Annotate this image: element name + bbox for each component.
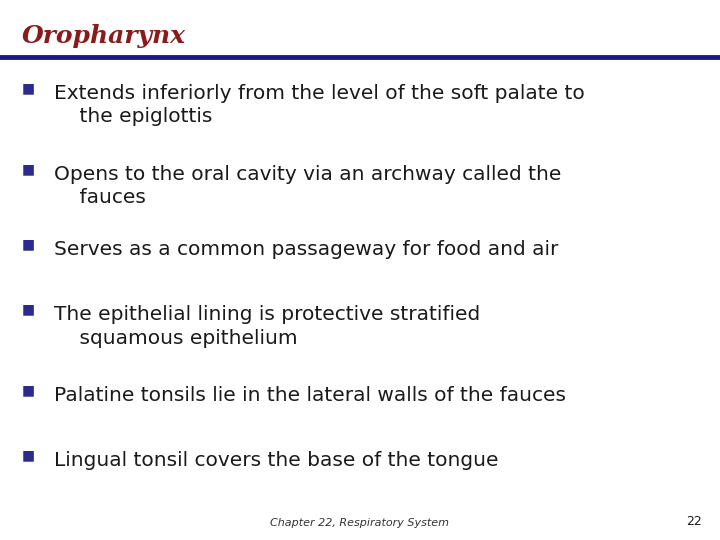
Text: Extends inferiorly from the level of the soft palate to
    the epiglottis: Extends inferiorly from the level of the… (54, 84, 585, 126)
Text: Lingual tonsil covers the base of the tongue: Lingual tonsil covers the base of the to… (54, 451, 498, 470)
Text: Opens to the oral cavity via an archway called the
    fauces: Opens to the oral cavity via an archway … (54, 165, 562, 207)
Text: 22: 22 (686, 515, 702, 528)
Text: ■: ■ (22, 162, 35, 176)
Text: The epithelial lining is protective stratified
    squamous epithelium: The epithelial lining is protective stra… (54, 305, 480, 348)
Text: ■: ■ (22, 383, 35, 397)
Text: Chapter 22, Respiratory System: Chapter 22, Respiratory System (271, 518, 449, 528)
Text: Palatine tonsils lie in the lateral walls of the fauces: Palatine tonsils lie in the lateral wall… (54, 386, 566, 405)
Text: Oropharynx: Oropharynx (22, 24, 186, 48)
Text: ■: ■ (22, 448, 35, 462)
Text: Serves as a common passageway for food and air: Serves as a common passageway for food a… (54, 240, 559, 259)
Text: ■: ■ (22, 238, 35, 252)
Text: ■: ■ (22, 81, 35, 95)
Text: ■: ■ (22, 302, 35, 316)
